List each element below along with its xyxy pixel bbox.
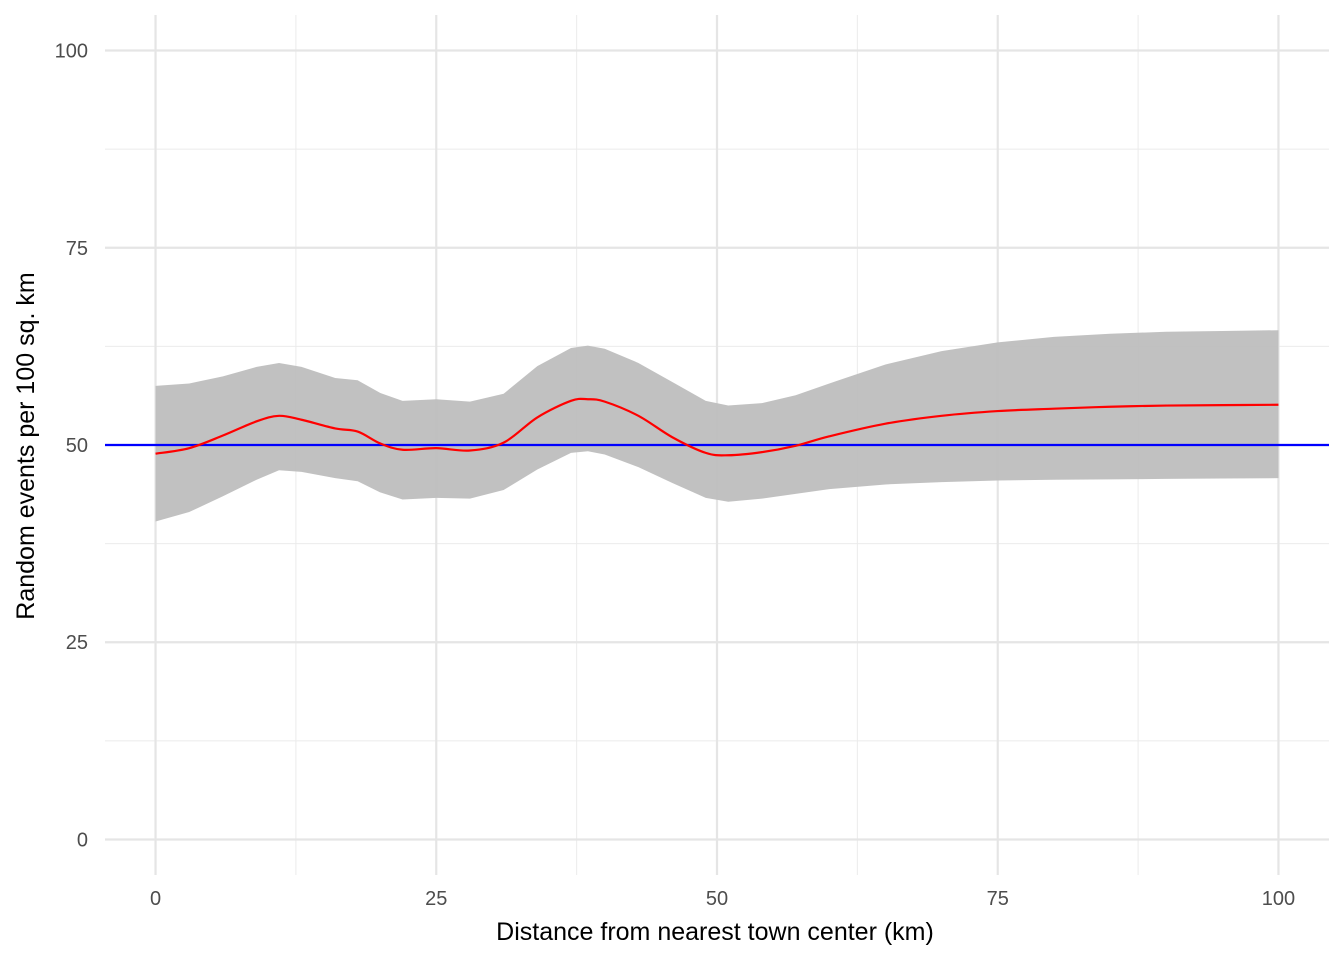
confidence-band	[155, 330, 1279, 522]
x-tick-label: 100	[1262, 888, 1295, 910]
x-axis-title: Distance from nearest town center (km)	[496, 918, 934, 946]
y-axis-ticks: 0 25 50 75 100	[55, 41, 88, 852]
y-tick-label: 0	[77, 829, 88, 851]
x-tick-label: 0	[150, 888, 161, 910]
y-tick-label: 25	[66, 632, 88, 654]
x-tick-label: 75	[987, 888, 1009, 910]
y-tick-label: 75	[66, 238, 88, 260]
x-tick-label: 25	[425, 888, 447, 910]
y-tick-label: 50	[66, 435, 88, 457]
x-axis-ticks: 0 25 50 75 100	[150, 888, 1295, 910]
x-tick-label: 50	[706, 888, 728, 910]
smoothed-line	[155, 397, 1279, 457]
y-tick-label: 100	[55, 41, 88, 63]
y-axis-title: Random events per 100 sq. km	[12, 272, 40, 619]
